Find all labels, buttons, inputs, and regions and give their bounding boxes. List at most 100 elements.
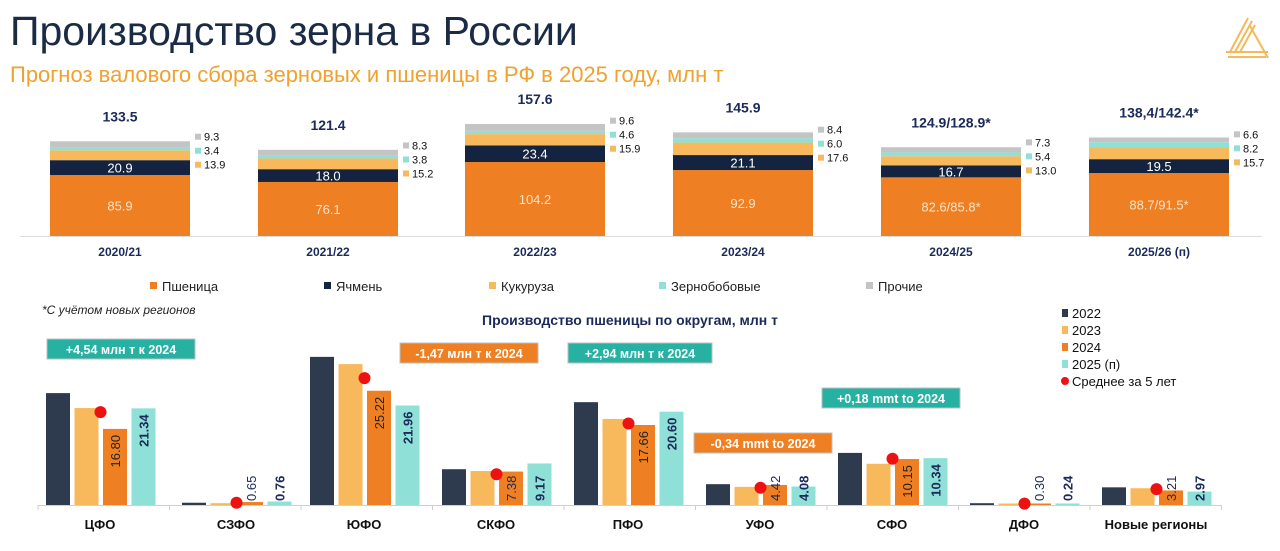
district-bar-y2023 xyxy=(210,503,235,505)
segment-label: 6.6 xyxy=(1243,129,1258,141)
bar-segment-other xyxy=(673,132,813,139)
district-bar-y2023 xyxy=(602,418,627,505)
district-legend-marker-avg xyxy=(1061,377,1069,385)
district-bar-y2024 xyxy=(631,425,655,505)
district-bar-y2024 xyxy=(895,459,919,505)
district-bar-y2024 xyxy=(1159,490,1183,505)
category-label: 2021/22 xyxy=(306,245,350,259)
segment-label-swatch-other xyxy=(195,133,201,140)
district-value-label: 9.17 xyxy=(533,476,548,501)
district-value-label: 2.97 xyxy=(1193,476,1208,501)
bar-segment-wheat xyxy=(50,175,190,236)
district-bar-y2025 xyxy=(1187,491,1212,505)
category-label: 2022/23 xyxy=(513,245,557,259)
segment-label: 3.4 xyxy=(204,146,219,158)
segment-label-swatch-legumes xyxy=(403,156,409,163)
legend-label-wheat: Пшеница xyxy=(162,279,219,294)
district-label: ПФО xyxy=(613,517,644,532)
district-bar-y2025 xyxy=(923,458,948,505)
average-marker xyxy=(1018,497,1031,510)
bar-segment-barley xyxy=(465,145,605,163)
total-label: 138,4/142.4* xyxy=(1119,105,1199,121)
district-bar-y2023 xyxy=(338,364,363,505)
segment-label: 85.9 xyxy=(107,199,132,214)
segment-label-swatch-legumes xyxy=(195,147,201,154)
district-value-label: 16.80 xyxy=(108,435,123,468)
bar-segment-wheat xyxy=(465,162,605,236)
segment-label-swatch-other xyxy=(818,126,824,133)
legend-marker-legumes xyxy=(659,282,666,289)
segment-label: 13.0 xyxy=(1035,165,1056,177)
district-value-label: 4.42 xyxy=(768,476,783,501)
district-value-label: 7.38 xyxy=(504,476,519,501)
segment-label: 9.3 xyxy=(204,132,219,144)
district-bar-y2022 xyxy=(574,402,598,505)
change-badge xyxy=(46,338,196,360)
bar-segment-barley xyxy=(881,165,1021,178)
district-legend-label: Среднее за 5 лет xyxy=(1072,374,1176,389)
district-label: ЮФО xyxy=(347,517,382,532)
segment-label: 13.9 xyxy=(204,160,225,172)
district-bar-y2025 xyxy=(791,486,816,505)
bar-segment-wheat xyxy=(881,177,1021,236)
district-value-label: 10.15 xyxy=(900,465,915,498)
legend-marker-wheat xyxy=(150,282,157,289)
total-label: 145.9 xyxy=(725,99,760,115)
district-bar-y2025 xyxy=(1055,503,1080,505)
page-subtitle: Прогноз валового сбора зерновых и пшениц… xyxy=(10,62,724,87)
district-bar-y2025 xyxy=(395,405,420,505)
district-bar-y2024 xyxy=(239,502,263,505)
bar-segment-corn xyxy=(465,134,605,146)
district-label: Новые регионы xyxy=(1105,517,1208,532)
bar-segment-corn xyxy=(1089,148,1229,160)
district-bar-y2022 xyxy=(182,502,206,505)
bar-segment-other xyxy=(50,141,190,148)
bar-segment-barley xyxy=(50,160,190,176)
segment-label: 6.0 xyxy=(827,139,842,151)
district-value-label: 0.24 xyxy=(1061,475,1076,501)
district-value-label: 20.60 xyxy=(665,418,680,451)
change-badge-text: +0,18 mmt to 2024 xyxy=(837,392,945,406)
change-badge-text: -0,34 mmt to 2024 xyxy=(711,437,816,451)
change-badge xyxy=(821,387,961,409)
segment-label: 8.2 xyxy=(1243,143,1258,155)
segment-label-swatch-corn xyxy=(403,170,409,177)
bar-segment-legumes xyxy=(881,152,1021,157)
total-label: 157.6 xyxy=(517,91,552,107)
legend-label-legumes: Зернобобовые xyxy=(671,279,761,294)
bar-segment-legumes xyxy=(258,155,398,159)
district-legend-marker-y2025 xyxy=(1062,360,1068,368)
segment-label: 8.3 xyxy=(412,140,427,152)
change-badge-text: +2,94 млн т к 2024 xyxy=(585,347,695,361)
bar-segment-barley xyxy=(673,155,813,171)
average-marker xyxy=(754,481,767,494)
district-label: ЦФО xyxy=(85,517,116,532)
district-bar-y2023 xyxy=(734,486,759,505)
district-legend-marker-y2024 xyxy=(1062,343,1068,351)
district-bar-y2023 xyxy=(74,408,99,505)
segment-label-swatch-corn xyxy=(1234,159,1240,166)
segment-label-swatch-other xyxy=(610,117,616,124)
district-bar-y2022 xyxy=(1102,487,1126,505)
segment-label: 15.2 xyxy=(412,168,433,180)
district-label: СКФО xyxy=(477,517,515,532)
district-label: ДФО xyxy=(1009,517,1039,532)
district-value-label: 3.21 xyxy=(1164,476,1179,501)
bar-segment-barley xyxy=(1089,159,1229,174)
average-marker xyxy=(886,452,899,465)
bar-segment-other xyxy=(881,147,1021,153)
bar-segment-other xyxy=(1089,137,1229,143)
segment-label: 76.1 xyxy=(315,202,340,217)
legend-label-corn: Кукуруза xyxy=(501,279,555,294)
company-logo-icon xyxy=(1226,17,1269,59)
bar-segment-corn xyxy=(673,142,813,156)
segment-label-swatch-corn xyxy=(1026,167,1032,174)
segment-label-swatch-other xyxy=(1234,131,1240,138)
change-badge-text: +4,54 млн т к 2024 xyxy=(66,343,176,357)
segment-label-swatch-corn xyxy=(818,154,824,161)
segment-label-swatch-legumes xyxy=(1026,153,1032,160)
district-bar-y2024 xyxy=(499,471,523,505)
district-bar-y2024 xyxy=(1027,503,1051,505)
segment-label: 88.7/91.5* xyxy=(1129,198,1188,213)
segment-label: 92.9 xyxy=(730,196,755,211)
